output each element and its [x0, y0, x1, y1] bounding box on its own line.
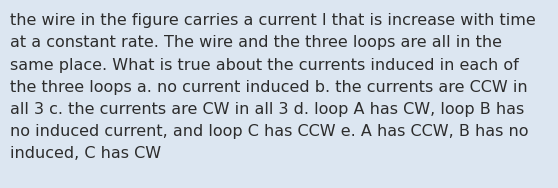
Text: all 3 c. the currents are CW in all 3 d. loop A has CW, loop B has: all 3 c. the currents are CW in all 3 d.… [10, 102, 525, 117]
Text: induced, C has CW: induced, C has CW [10, 146, 161, 161]
Text: the wire in the figure carries a current I that is increase with time: the wire in the figure carries a current… [10, 13, 536, 28]
Text: same place. What is true about the currents induced in each of: same place. What is true about the curre… [10, 58, 519, 73]
Text: at a constant rate. The wire and the three loops are all in the: at a constant rate. The wire and the thr… [10, 35, 502, 50]
Text: the three loops a. no current induced b. the currents are CCW in: the three loops a. no current induced b.… [10, 80, 528, 95]
Text: no induced current, and loop C has CCW e. A has CCW, B has no: no induced current, and loop C has CCW e… [10, 124, 528, 139]
